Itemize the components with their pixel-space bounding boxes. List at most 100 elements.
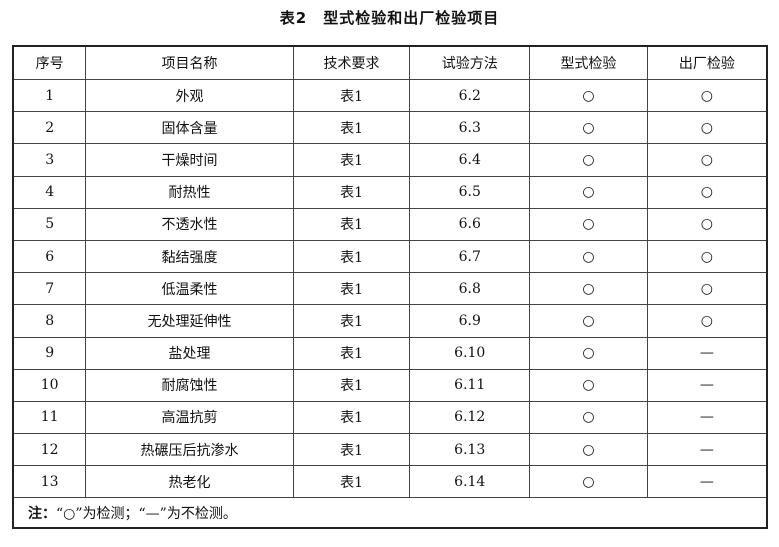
- table-row: 10 耐腐蚀性 表1 6.11 ○ —: [12, 368, 768, 402]
- cell-test-method: 6.12: [409, 400, 531, 435]
- note-row: 注：“○”为检测；“—”为不检测。: [12, 497, 768, 529]
- cell-item-name: 无处理延伸性: [85, 304, 294, 338]
- cell-test-method: 6.2: [409, 78, 531, 113]
- cell-type-test: ○: [529, 304, 648, 338]
- table-title: 表2 型式检验和出厂检验项目: [279, 9, 500, 27]
- cell-type-test: ○: [529, 400, 648, 435]
- cell-item-name: 高温抗剪: [85, 400, 294, 435]
- cell-factory-test: ○: [646, 111, 768, 145]
- cell-type-test: ○: [529, 143, 648, 177]
- cell-requirement: 表1: [292, 78, 411, 113]
- cell-factory-test: ○: [646, 143, 768, 177]
- cell-item-name: 低温柔性: [85, 272, 294, 306]
- cell-factory-test: —: [646, 336, 768, 370]
- cell-factory-test: —: [646, 368, 768, 402]
- cell-test-method: 6.5: [409, 175, 531, 209]
- cell-type-test: ○: [529, 336, 648, 370]
- cell-seq: 5: [12, 207, 87, 241]
- table-row: 8 无处理延伸性 表1 6.9 ○ ○: [12, 304, 768, 338]
- cell-test-method: 6.10: [409, 336, 531, 370]
- header-type-test: 型式检验: [529, 45, 648, 80]
- table-row: 11 高温抗剪 表1 6.12 ○ —: [12, 400, 768, 435]
- header-item-name: 项目名称: [85, 45, 294, 80]
- cell-requirement: 表1: [292, 336, 411, 370]
- cell-seq: 8: [12, 304, 87, 338]
- cell-factory-test: ○: [646, 272, 768, 306]
- table-row: 12 热碾压后抗渗水 表1 6.13 ○ —: [12, 433, 768, 467]
- cell-seq: 13: [12, 465, 87, 499]
- cell-seq: 2: [12, 111, 87, 145]
- cell-requirement: 表1: [292, 304, 411, 338]
- cell-seq: 3: [12, 143, 87, 177]
- note-cell: 注：“○”为检测；“—”为不检测。: [12, 497, 768, 529]
- cell-factory-test: ○: [646, 175, 768, 209]
- cell-requirement: 表1: [292, 272, 411, 306]
- cell-type-test: ○: [529, 207, 648, 241]
- cell-requirement: 表1: [292, 239, 411, 274]
- cell-type-test: ○: [529, 175, 648, 209]
- cell-type-test: ○: [529, 78, 648, 113]
- cell-factory-test: —: [646, 400, 768, 435]
- cell-item-name: 耐腐蚀性: [85, 368, 294, 402]
- cell-factory-test: —: [646, 465, 768, 499]
- cell-requirement: 表1: [292, 207, 411, 241]
- cell-test-method: 6.8: [409, 272, 531, 306]
- table-row: 4 耐热性 表1 6.5 ○ ○: [12, 175, 768, 209]
- cell-seq: 9: [12, 336, 87, 370]
- cell-item-name: 不透水性: [85, 207, 294, 241]
- table-row: 7 低温柔性 表1 6.8 ○ ○: [12, 272, 768, 306]
- cell-test-method: 6.4: [409, 143, 531, 177]
- cell-requirement: 表1: [292, 368, 411, 402]
- cell-seq: 10: [12, 368, 87, 402]
- cell-item-name: 黏结强度: [85, 239, 294, 274]
- table-row: 2 固体含量 表1 6.3 ○ ○: [12, 111, 768, 145]
- cell-factory-test: ○: [646, 207, 768, 241]
- header-test-method: 试验方法: [409, 45, 531, 80]
- cell-factory-test: ○: [646, 78, 768, 113]
- cell-seq: 7: [12, 272, 87, 306]
- cell-seq: 11: [12, 400, 87, 435]
- cell-test-method: 6.14: [409, 465, 531, 499]
- cell-type-test: ○: [529, 239, 648, 274]
- cell-test-method: 6.7: [409, 239, 531, 274]
- table-row: 6 黏结强度 表1 6.7 ○ ○: [12, 239, 768, 274]
- header-row: 序号 项目名称 技术要求 试验方法 型式检验 出厂检验: [12, 45, 768, 80]
- cell-test-method: 6.6: [409, 207, 531, 241]
- cell-item-name: 盐处理: [85, 336, 294, 370]
- cell-item-name: 干燥时间: [85, 143, 294, 177]
- header-seq: 序号: [12, 45, 87, 80]
- table-row: 1 外观 表1 6.2 ○ ○: [12, 78, 768, 113]
- cell-type-test: ○: [529, 111, 648, 145]
- cell-test-method: 6.11: [409, 368, 531, 402]
- cell-type-test: ○: [529, 465, 648, 499]
- cell-item-name: 耐热性: [85, 175, 294, 209]
- cell-requirement: 表1: [292, 111, 411, 145]
- cell-type-test: ○: [529, 433, 648, 467]
- cell-item-name: 热碾压后抗渗水: [85, 433, 294, 467]
- cell-test-method: 6.13: [409, 433, 531, 467]
- cell-item-name: 固体含量: [85, 111, 294, 145]
- cell-test-method: 6.9: [409, 304, 531, 338]
- cell-test-method: 6.3: [409, 111, 531, 145]
- cell-requirement: 表1: [292, 143, 411, 177]
- cell-seq: 12: [12, 433, 87, 467]
- cell-seq: 4: [12, 175, 87, 209]
- cell-requirement: 表1: [292, 433, 411, 467]
- header-factory-test: 出厂检验: [646, 45, 768, 80]
- cell-requirement: 表1: [292, 175, 411, 209]
- cell-type-test: ○: [529, 368, 648, 402]
- note-text: “○”为检测；“—”为不检测。: [56, 505, 237, 522]
- table-row: 13 热老化 表1 6.14 ○ —: [12, 465, 768, 499]
- cell-factory-test: ○: [646, 304, 768, 338]
- cell-seq: 6: [12, 239, 87, 274]
- cell-factory-test: —: [646, 433, 768, 467]
- cell-type-test: ○: [529, 272, 648, 306]
- cell-factory-test: ○: [646, 239, 768, 274]
- cell-seq: 1: [12, 78, 87, 113]
- inspection-table: 序号 项目名称 技术要求 试验方法 型式检验 出厂检验 1 外观 表1 6.2 ○ ○ 2 固体含量 表1…: [12, 45, 768, 530]
- table-row: 5 不透水性 表1 6.6 ○ ○: [12, 207, 768, 241]
- table-row: 3 干燥时间 表1 6.4 ○ ○: [12, 143, 768, 177]
- cell-item-name: 外观: [85, 78, 294, 113]
- note-label: 注：: [28, 505, 56, 522]
- cell-requirement: 表1: [292, 465, 411, 499]
